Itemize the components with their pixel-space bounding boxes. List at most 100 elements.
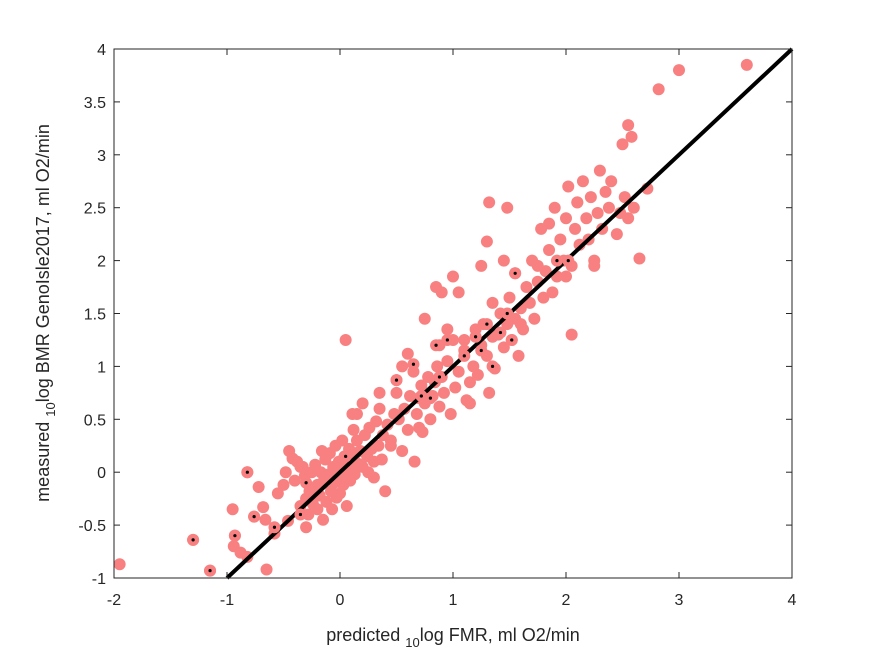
data-point [437, 386, 450, 399]
data-point [271, 487, 284, 500]
data-point [480, 235, 493, 248]
point-center-dot [298, 512, 303, 517]
data-point [560, 270, 572, 283]
data-point [279, 466, 292, 479]
y-axis-title: measured 10log BMR GenoIsle2017, ml O2/m… [33, 124, 58, 502]
data-point [260, 563, 273, 576]
data-point [340, 500, 353, 513]
data-point [501, 201, 514, 214]
data-point [356, 397, 369, 410]
point-center-dot [245, 470, 249, 474]
data-point [435, 286, 448, 299]
x-tick-label: -1 [220, 592, 234, 609]
data-point [497, 254, 510, 267]
data-point [458, 333, 471, 346]
data-point [593, 164, 606, 177]
data-point [294, 460, 307, 473]
data-point [576, 175, 589, 188]
x-tick-label: 0 [336, 592, 345, 609]
point-center-dot [233, 534, 237, 538]
y-tick-label: 3.5 [84, 95, 106, 112]
data-point [463, 397, 476, 410]
data-point [396, 360, 409, 373]
data-point [599, 185, 612, 198]
x-tick-label: 1 [449, 592, 458, 609]
data-point [441, 323, 454, 336]
data-point [410, 408, 423, 421]
y-tick-label: 0.5 [84, 412, 106, 429]
ticks-layer: -2 -1 0 1 2 3 4-1-0.500.511.522.533.54 [78, 42, 796, 609]
point-center-dot [445, 338, 449, 342]
x-tick-label: 2 [562, 592, 571, 609]
data-point [370, 415, 383, 428]
data-point [625, 130, 638, 143]
data-point [444, 408, 457, 421]
data-point [531, 259, 544, 272]
data-point [546, 286, 559, 299]
data-point [326, 503, 339, 516]
data-point [548, 201, 561, 214]
point-center-dot [462, 354, 466, 358]
y-tick-label: 3 [97, 148, 106, 165]
data-point [602, 201, 615, 214]
data-point [520, 281, 533, 294]
data-point [259, 513, 272, 526]
data-point [452, 365, 465, 378]
data-point [554, 233, 567, 246]
y-tick-label: -0.5 [78, 518, 106, 535]
data-point [404, 390, 417, 403]
data-point [605, 175, 618, 188]
point-center-dot [411, 362, 416, 366]
y-tick-label: 4 [97, 42, 106, 59]
x-axis-title: predicted 10log FMR, ml O2/min [326, 625, 580, 650]
point-center-dot [437, 375, 442, 379]
data-point [433, 400, 446, 413]
data-point [652, 83, 665, 96]
data-point [463, 376, 476, 389]
data-point [543, 217, 556, 230]
point-center-dot [344, 454, 348, 458]
data-point [311, 503, 324, 516]
point-center-dot [510, 338, 514, 342]
data-point [475, 259, 488, 272]
x-tick-label: 4 [788, 592, 797, 609]
y-tick-label: 0 [97, 465, 106, 482]
data-point [449, 381, 462, 394]
dots-layer [187, 254, 575, 577]
data-point [503, 291, 516, 304]
data-point [633, 252, 646, 265]
data-point [584, 191, 597, 204]
data-point [347, 423, 360, 436]
data-point [257, 501, 270, 514]
data-point [740, 58, 753, 71]
point-center-dot [434, 343, 438, 347]
data-point [401, 347, 414, 360]
x-tick-label: 3 [675, 592, 684, 609]
data-point [543, 244, 556, 257]
data-point [610, 228, 623, 241]
data-point [483, 386, 496, 399]
data-point [113, 558, 126, 571]
point-center-dot [566, 259, 570, 263]
data-point [226, 503, 239, 516]
point-center-dot [479, 348, 483, 353]
data-point [565, 328, 578, 341]
data-point [673, 64, 685, 77]
data-point [441, 355, 454, 368]
data-point [401, 423, 414, 436]
point-center-dot [498, 330, 503, 335]
data-point [571, 196, 584, 209]
data-point [512, 349, 525, 362]
y-tick-label: -1 [92, 571, 106, 588]
data-point [528, 312, 541, 325]
data-point [348, 468, 361, 481]
y-tick-label: 2.5 [84, 201, 106, 218]
point-center-dot [394, 378, 399, 382]
data-point [622, 119, 635, 132]
point-center-dot [513, 271, 517, 275]
point-center-dot [490, 364, 495, 368]
data-point [580, 212, 593, 225]
data-point [300, 521, 313, 534]
point-center-dot [474, 335, 478, 339]
data-point [227, 540, 240, 553]
